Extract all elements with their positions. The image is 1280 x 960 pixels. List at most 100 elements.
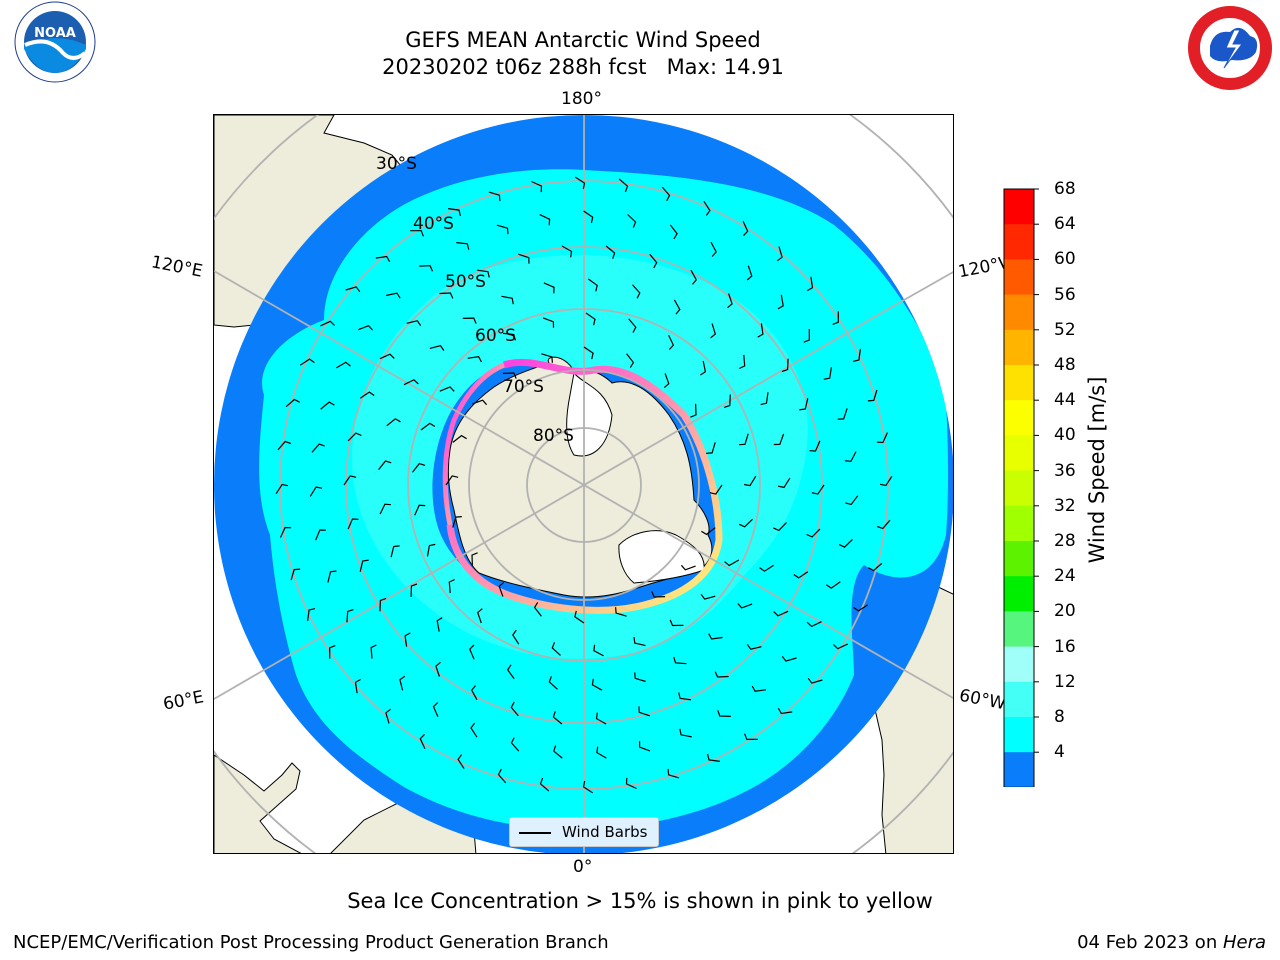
wind-barb [311,443,326,453]
wind-barb [845,495,859,506]
wind-barb [412,462,426,473]
wind-barb [379,503,391,515]
wind-barb [315,529,326,541]
wind-barb [701,527,716,536]
wind-barb [320,401,335,410]
colorbar-tick-label: 12 [1054,671,1076,692]
wind-barb [561,245,573,258]
colorbar-tick-label: 4 [1054,742,1065,763]
wind-barb [533,602,542,617]
wind-barb [452,434,467,443]
wind-barb [476,608,483,624]
wind-barb [285,398,301,408]
wind-barb [542,317,555,328]
wind-barb [275,483,289,495]
wind-barb [329,645,336,659]
colorbar-tick-label: 48 [1054,355,1076,375]
colorbar-tick-label: 56 [1054,284,1076,305]
wind-barb [690,269,698,285]
wind-barb [628,318,637,333]
wind-barb [476,269,490,278]
wind-barb [838,538,853,548]
chart-subtitle: 20230202 t06z 288h fcst Max: 14.91 [382,55,784,79]
wind-barb [354,678,361,694]
wind-barb [605,245,616,259]
wind-barb [806,528,821,538]
wind-barb [738,433,749,446]
footer-host: Hera [1222,932,1266,953]
colorbar-segment [1004,329,1034,366]
colorbar-segment [1004,717,1034,753]
wind-barb [680,564,696,571]
wind-barb [669,619,684,627]
colorbar-tick-label: 24 [1054,566,1076,587]
wind-barb [439,386,455,392]
noaa-logo: NOAA [14,1,96,83]
noaa-logo-text: NOAA [34,26,76,41]
colorbar-label: Wind Speed [m/s] [1085,376,1109,564]
colorbar [1003,188,1039,787]
wind-barb [320,320,336,327]
wind-barb [390,545,400,558]
wind-barb [419,733,426,749]
wind-barb [781,656,797,662]
wind-barb [727,293,733,309]
wind-barb [724,559,740,567]
lon-label-lower-left: 60°E [161,687,206,715]
wind-barb [436,617,443,632]
wind-barb [347,432,362,442]
colorbar-tick-label: 16 [1054,636,1076,657]
lat-label-60s: 60°S [475,326,516,346]
wind-barb [803,329,810,343]
wind-barb [543,282,555,294]
wind-barb [707,753,720,762]
lat-label-70s: 70°S [503,377,544,397]
wind-barb [807,276,814,292]
wind-barb [445,475,459,486]
wind-barb [309,486,323,497]
wind-barb [469,644,475,660]
wind-barb [502,372,517,379]
colorbar-segment [1004,681,1034,718]
wind-barb [777,294,784,310]
graticule [214,115,953,853]
colorbar-segment [1004,541,1034,577]
wind-barb [552,711,563,725]
chart-title: GEFS MEAN Antarctic Wind Speed [405,28,761,52]
wind-barb [649,253,658,269]
sea-ice-caption: Sea Ice Concentration > 15% is shown in … [347,889,933,913]
wind-barb [773,522,787,532]
wind-barb [663,373,670,389]
wind-barb [823,367,832,380]
wind-barb [710,241,717,257]
wind-barb [439,292,454,299]
wind-barb [777,477,791,489]
wind-barb [760,392,769,406]
wind-barb [710,323,716,339]
wind-barb [548,676,558,690]
wind-barb [582,780,594,794]
wind-barb [746,643,762,650]
wind-barb [709,484,723,495]
lat-label-50s: 50°S [445,272,486,292]
wind-barb [678,692,692,701]
colorbar-tick-label: 52 [1054,319,1076,340]
lat-label-40s: 40°S [413,214,454,234]
wind-barb [553,745,563,759]
wind-barb [679,728,692,738]
wind-barb [448,578,455,594]
colorbar-tick-label: 40 [1054,425,1076,446]
footer-date: 04 Feb 2023 on Hera [1077,932,1266,953]
map-panel: 30°S 40°S 50°S 60°S 70°S 80°S Wind Barbs [213,114,954,854]
colorbar-segment [1004,365,1034,401]
wind-barb [706,442,716,454]
wind-barb [574,176,586,190]
wind-barb [781,358,789,373]
wind-barb [867,389,878,402]
colorbar-segment [1004,611,1034,648]
wind-barb [307,608,316,621]
colorbar-tick-label: 28 [1054,531,1076,551]
wind-barb [359,391,375,399]
wind-barb [806,621,822,628]
wind-barb [502,332,516,341]
